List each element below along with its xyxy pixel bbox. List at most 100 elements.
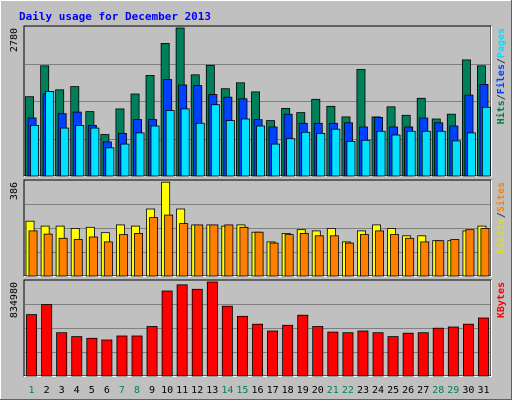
legend-hits: Hits/Files/Pages bbox=[495, 28, 507, 124]
x-tick-label-day-1: 1 bbox=[28, 385, 34, 396]
x-tick-label-day-24: 24 bbox=[372, 385, 384, 396]
chart-title: Daily usage for December 2013 bbox=[19, 10, 211, 23]
x-tick-label-day-18: 18 bbox=[282, 385, 294, 396]
bar-kbytes-kbytes-day-10 bbox=[161, 290, 173, 377]
bar-hits-pages-day-28 bbox=[436, 130, 446, 177]
bar-kbytes-kbytes-day-31 bbox=[477, 317, 489, 377]
x-tick-label-day-21: 21 bbox=[327, 385, 339, 396]
bar-hits-pages-day-9 bbox=[150, 125, 160, 177]
x-tick-label-day-4: 4 bbox=[74, 385, 80, 396]
bar-kbytes-kbytes-day-7 bbox=[116, 335, 128, 377]
bar-kbytes-kbytes-day-30 bbox=[462, 323, 474, 377]
bar-kbytes-kbytes-day-16 bbox=[252, 323, 264, 377]
bar-kbytes-kbytes-day-11 bbox=[176, 284, 188, 377]
bar-visits-sites-day-5 bbox=[88, 236, 98, 277]
x-tick-label-day-29: 29 bbox=[447, 385, 459, 396]
x-tick-label-day-6: 6 bbox=[104, 385, 110, 396]
legend-visits-label-2: Sites bbox=[495, 182, 507, 212]
bar-hits-pages-day-10 bbox=[165, 110, 175, 177]
bar-hits-pages-day-17 bbox=[271, 143, 281, 177]
bar-hits-pages-day-8 bbox=[135, 132, 145, 177]
legend-visits-label-0: Visits bbox=[495, 218, 507, 254]
bar-hits-pages-day-11 bbox=[180, 108, 190, 177]
x-tick-label-day-26: 26 bbox=[402, 385, 414, 396]
bar-hits-pages-day-19 bbox=[301, 131, 311, 177]
bar-kbytes-kbytes-day-8 bbox=[131, 335, 143, 377]
bar-kbytes-kbytes-day-26 bbox=[402, 332, 414, 377]
bar-kbytes-kbytes-day-19 bbox=[297, 314, 309, 377]
max-label-hits: 2780 bbox=[9, 28, 20, 52]
bar-visits-sites-day-3 bbox=[58, 237, 68, 277]
legend-hits-label-1: / bbox=[496, 94, 507, 100]
bar-visits-sites-day-27 bbox=[420, 241, 430, 277]
bar-kbytes-kbytes-day-29 bbox=[447, 326, 459, 377]
bar-visits-sites-day-22 bbox=[344, 242, 354, 277]
bar-visits-sites-day-9 bbox=[149, 217, 159, 277]
bar-visits-sites-day-16 bbox=[254, 231, 264, 277]
bar-kbytes-kbytes-day-2 bbox=[41, 304, 53, 377]
legend-hits-label-0: Hits bbox=[495, 100, 507, 124]
bar-visits-sites-day-11 bbox=[179, 223, 189, 277]
bar-hits-pages-day-31 bbox=[481, 106, 491, 177]
x-tick-label-day-3: 3 bbox=[59, 385, 65, 396]
bar-kbytes-kbytes-day-3 bbox=[56, 332, 68, 377]
x-tick-label-day-31: 31 bbox=[477, 385, 489, 396]
bar-hits-pages-day-6 bbox=[105, 147, 115, 177]
bar-visits-sites-day-2 bbox=[43, 233, 53, 277]
bar-kbytes-kbytes-day-24 bbox=[372, 332, 384, 377]
bar-hits-pages-day-21 bbox=[331, 128, 341, 177]
max-label-visits: 386 bbox=[9, 182, 20, 200]
legend-visits: Visits/Sites bbox=[495, 182, 507, 254]
x-tick-label-day-20: 20 bbox=[312, 385, 324, 396]
bar-hits-pages-day-22 bbox=[346, 140, 356, 177]
bar-hits-pages-day-13 bbox=[210, 104, 220, 177]
bar-kbytes-kbytes-day-23 bbox=[357, 330, 369, 377]
x-tick-label-day-17: 17 bbox=[267, 385, 279, 396]
bar-visits-sites-day-7 bbox=[119, 234, 128, 277]
bar-kbytes-kbytes-day-18 bbox=[282, 324, 294, 377]
bar-visits-sites-day-14 bbox=[224, 224, 234, 277]
x-tick-label-day-14: 14 bbox=[221, 385, 233, 396]
bar-visits-sites-day-4 bbox=[73, 239, 83, 277]
bar-hits-pages-day-30 bbox=[466, 132, 476, 177]
x-tick-label-day-8: 8 bbox=[134, 385, 140, 396]
bar-visits-sites-day-1 bbox=[28, 230, 38, 277]
bar-hits-pages-day-29 bbox=[451, 140, 461, 177]
legend-kbytes: KBytes bbox=[496, 282, 507, 318]
bar-hits-pages-day-15 bbox=[240, 118, 250, 177]
bar-hits-pages-day-4 bbox=[75, 125, 85, 177]
bar-kbytes-kbytes-day-13 bbox=[206, 281, 218, 377]
legend-kbytes-label-0: KBytes bbox=[496, 282, 507, 318]
bar-kbytes-kbytes-day-27 bbox=[417, 332, 429, 377]
x-tick-label-day-28: 28 bbox=[432, 385, 444, 396]
x-tick-label-day-16: 16 bbox=[251, 385, 263, 396]
bar-visits-sites-day-10 bbox=[164, 214, 174, 277]
bar-kbytes-kbytes-day-4 bbox=[71, 336, 83, 377]
bar-kbytes-kbytes-day-5 bbox=[86, 337, 98, 377]
bar-kbytes-kbytes-day-14 bbox=[221, 305, 233, 377]
bar-kbytes-kbytes-day-25 bbox=[387, 336, 399, 377]
bar-hits-pages-day-1 bbox=[30, 125, 40, 177]
bar-kbytes-kbytes-day-6 bbox=[101, 339, 113, 377]
max-label-kbytes: 834980 bbox=[9, 282, 20, 318]
bar-visits-sites-day-12 bbox=[194, 224, 204, 277]
bar-hits-pages-day-14 bbox=[225, 120, 235, 177]
bar-kbytes-kbytes-day-17 bbox=[267, 330, 279, 377]
bar-visits-sites-day-21 bbox=[329, 235, 339, 277]
x-tick-label-day-7: 7 bbox=[119, 385, 125, 396]
bar-visits-sites-day-6 bbox=[103, 241, 113, 277]
bar-hits-pages-day-3 bbox=[60, 127, 70, 177]
legend-hits-label-4: Pages bbox=[496, 28, 507, 58]
x-tick-label-day-23: 23 bbox=[357, 385, 369, 396]
legend-visits-label-1: / bbox=[496, 212, 507, 218]
bar-kbytes-kbytes-day-1 bbox=[26, 314, 38, 377]
x-tick-label-day-9: 9 bbox=[149, 385, 155, 396]
bar-visits-sites-day-23 bbox=[359, 234, 369, 277]
bar-hits-pages-day-5 bbox=[90, 127, 100, 177]
x-tick-label-day-2: 2 bbox=[44, 385, 50, 396]
bar-hits-pages-day-23 bbox=[361, 139, 371, 177]
bar-visits-sites-day-17 bbox=[269, 242, 279, 277]
bar-visits-sites-day-26 bbox=[405, 237, 415, 277]
x-tick-label-day-15: 15 bbox=[236, 385, 248, 396]
x-tick-label-day-5: 5 bbox=[89, 385, 95, 396]
